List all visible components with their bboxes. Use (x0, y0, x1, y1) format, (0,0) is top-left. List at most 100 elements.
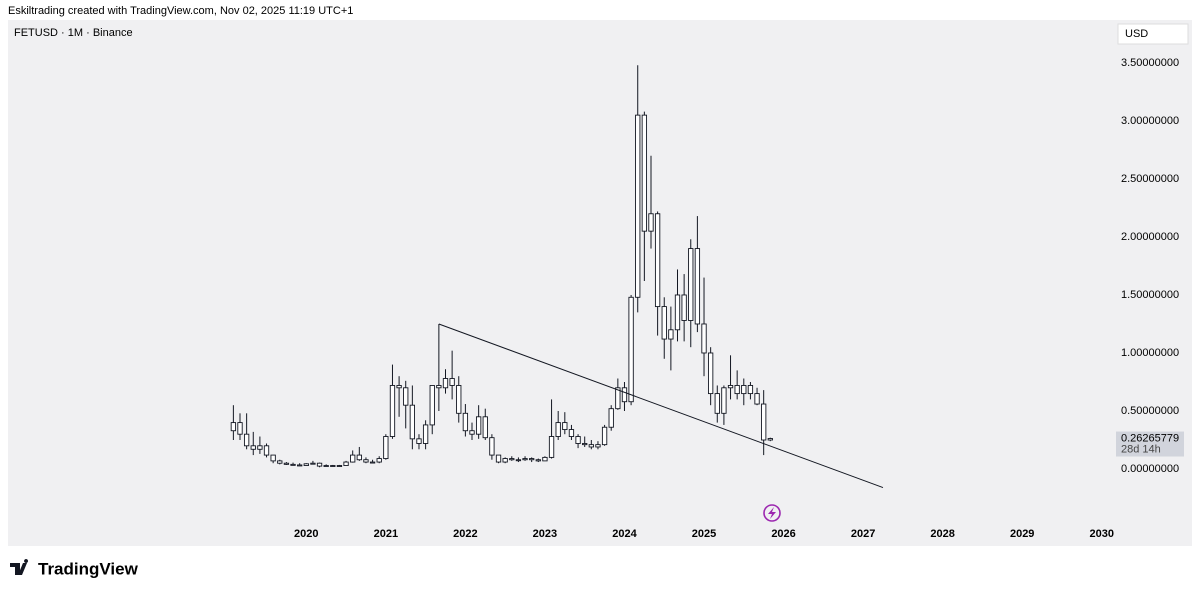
event-icon[interactable] (763, 504, 781, 522)
candle-body (515, 459, 522, 462)
candle-body (588, 444, 594, 448)
last-price-label: 0.26265779 (1121, 432, 1179, 444)
chart-background (8, 20, 1192, 546)
x-tick-label: 2028 (930, 528, 954, 540)
y-tick-label: 3.50000000 (1121, 57, 1179, 69)
countdown-label: 28d 14h (1121, 443, 1161, 455)
candle-body (562, 422, 568, 431)
header-title: Eskiltrading created with TradingView.co… (8, 5, 353, 17)
candle-body (403, 387, 409, 406)
candle-body (422, 424, 429, 444)
y-tick-label: 2.00000000 (1121, 231, 1179, 243)
candle-body (529, 458, 535, 461)
candle-body (727, 385, 734, 389)
candle-body (237, 422, 243, 435)
last-price-box (1116, 431, 1184, 457)
candle-body (522, 458, 528, 461)
y-tick-label: 1.00000000 (1121, 347, 1179, 359)
candle-body (721, 387, 727, 414)
x-tick-label: 2025 (692, 528, 716, 540)
candle-body (356, 454, 362, 461)
candle-body (396, 385, 402, 389)
candle-body (495, 454, 502, 463)
brand-logo (10, 559, 29, 575)
x-tick-label: 2029 (1010, 528, 1034, 540)
candle-body (681, 294, 687, 321)
candle-body (283, 462, 290, 465)
candle-body (303, 463, 309, 466)
candle-body (469, 430, 475, 435)
candle-body (761, 403, 767, 441)
candle-body (548, 436, 555, 458)
candle-body (747, 385, 754, 395)
trend-line (438, 323, 884, 489)
currency-label: USD (1125, 28, 1148, 40)
event-bolt (768, 507, 776, 519)
candle-body (297, 464, 303, 467)
candle-body (277, 460, 283, 464)
candle-body (707, 352, 714, 395)
candle-body (290, 463, 296, 466)
candle-body (442, 378, 449, 389)
candle-body (542, 456, 548, 462)
candle-body (668, 329, 674, 340)
candle-body (323, 465, 329, 467)
candle-body (363, 459, 369, 463)
candle-body (436, 385, 442, 389)
candle-body (489, 437, 495, 456)
candle-body (429, 385, 435, 426)
candle-body (621, 387, 628, 403)
candle-body (694, 248, 701, 325)
x-tick-label: 2030 (1090, 528, 1114, 540)
x-tick-label: 2021 (374, 528, 398, 540)
candle-body (250, 445, 256, 450)
symbol-title: FETUSD · 1M · Binance (14, 27, 133, 39)
candle-body (376, 458, 382, 463)
candle-body (475, 416, 482, 435)
candle-body (635, 114, 641, 298)
candle-body (330, 465, 336, 467)
candle-body (456, 385, 462, 414)
candle-body (568, 429, 575, 437)
candle-body (688, 248, 694, 321)
y-tick-label: 0.50000000 (1121, 405, 1179, 417)
candle-body (257, 445, 263, 450)
x-tick-label: 2020 (294, 528, 318, 540)
candle-body (263, 445, 270, 456)
y-tick-label: 0.00000000 (1121, 463, 1179, 475)
brand-name: TradingView (38, 559, 139, 578)
candle-body (575, 436, 581, 444)
candle-body (389, 385, 396, 437)
candle-body (316, 462, 323, 467)
candle-body (615, 387, 621, 410)
y-tick-label: 3.00000000 (1121, 115, 1179, 127)
candle-body (509, 458, 515, 461)
candle-body (654, 213, 661, 308)
candle-body (714, 393, 720, 414)
x-tick-label: 2026 (771, 528, 795, 540)
candle-body (343, 461, 349, 466)
candle-body (648, 213, 654, 232)
candle-body (741, 385, 747, 395)
x-tick-label: 2027 (851, 528, 875, 540)
candle-body (641, 114, 648, 232)
candle-body (595, 444, 601, 448)
candle-body (369, 461, 376, 464)
candle-body (734, 385, 740, 395)
candle-body (243, 433, 250, 447)
candle-body (350, 454, 356, 463)
candle-body (383, 436, 389, 460)
candle-body (555, 422, 561, 437)
candle-body (310, 462, 316, 465)
candle-body (608, 408, 614, 428)
currency-button[interactable] (1117, 23, 1189, 45)
candle-body (502, 458, 508, 463)
candle-body (449, 378, 455, 386)
candle-body (601, 426, 608, 446)
y-tick-label: 1.50000000 (1121, 289, 1179, 301)
candle-body (482, 416, 488, 439)
candle-body (661, 306, 667, 340)
plot: 2020 2021 2022 2023 2024 2025 2026 2027 2028 2029… (230, 57, 1184, 540)
y-tick-label: 2.50000000 (1121, 173, 1179, 185)
